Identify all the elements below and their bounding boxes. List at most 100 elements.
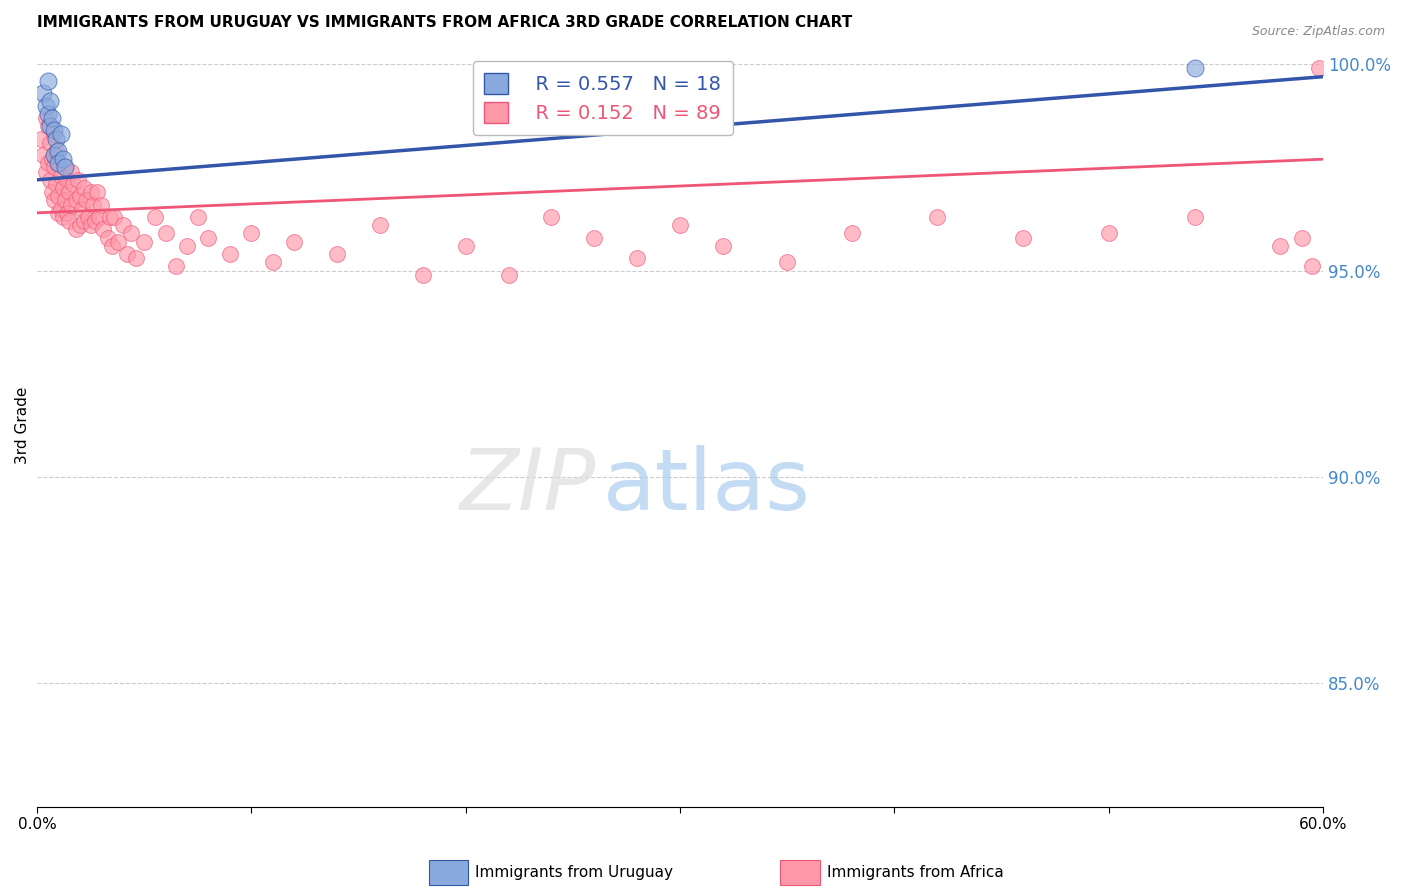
Point bbox=[37, 107, 59, 121]
Point bbox=[52, 210, 75, 224]
Point bbox=[52, 181, 75, 195]
Point bbox=[48, 189, 70, 203]
Point bbox=[48, 156, 70, 170]
Text: Immigrants from Africa: Immigrants from Africa bbox=[827, 865, 1004, 880]
Point bbox=[498, 268, 520, 282]
Point bbox=[37, 74, 59, 88]
Point bbox=[1291, 230, 1313, 244]
Point bbox=[38, 136, 60, 150]
Point bbox=[776, 255, 799, 269]
Point bbox=[583, 230, 606, 244]
Point bbox=[49, 202, 72, 216]
Point bbox=[34, 111, 56, 125]
Point bbox=[34, 98, 56, 112]
Point bbox=[42, 161, 65, 175]
Point bbox=[83, 214, 105, 228]
Point bbox=[97, 230, 120, 244]
Point bbox=[52, 152, 75, 166]
Point bbox=[41, 111, 63, 125]
Point bbox=[30, 131, 52, 145]
Point bbox=[45, 177, 67, 191]
Point bbox=[143, 210, 166, 224]
Point bbox=[65, 194, 87, 208]
Point bbox=[56, 173, 79, 187]
Point bbox=[70, 202, 93, 216]
Point bbox=[77, 210, 100, 224]
Point bbox=[42, 194, 65, 208]
Point bbox=[98, 210, 121, 224]
Point bbox=[165, 260, 187, 274]
Point bbox=[48, 156, 70, 170]
Text: Source: ZipAtlas.com: Source: ZipAtlas.com bbox=[1251, 25, 1385, 38]
Point bbox=[66, 173, 89, 187]
Point bbox=[38, 119, 60, 133]
Point bbox=[540, 65, 562, 79]
Y-axis label: 3rd Grade: 3rd Grade bbox=[15, 386, 30, 464]
Point bbox=[1184, 62, 1206, 76]
Point bbox=[368, 218, 391, 232]
Point bbox=[45, 144, 67, 158]
Point bbox=[1308, 62, 1330, 76]
Point bbox=[1098, 227, 1121, 241]
Legend:   R = 0.557   N = 18,   R = 0.152   N = 89: R = 0.557 N = 18, R = 0.152 N = 89 bbox=[472, 61, 733, 135]
Point bbox=[1301, 260, 1323, 274]
Point bbox=[49, 128, 72, 142]
Point bbox=[82, 197, 104, 211]
Point bbox=[124, 251, 146, 265]
Point bbox=[38, 95, 60, 109]
Point bbox=[58, 214, 80, 228]
Point bbox=[197, 230, 219, 244]
Text: ZIP: ZIP bbox=[460, 445, 596, 528]
Point bbox=[38, 173, 60, 187]
Point bbox=[1270, 239, 1292, 253]
Point bbox=[45, 131, 67, 145]
Point bbox=[41, 185, 63, 199]
Point bbox=[37, 156, 59, 170]
Point bbox=[48, 206, 70, 220]
Point bbox=[841, 227, 863, 241]
Point bbox=[454, 239, 477, 253]
Point bbox=[49, 169, 72, 183]
Point bbox=[60, 197, 83, 211]
Point bbox=[187, 210, 209, 224]
Point bbox=[134, 235, 156, 249]
Point bbox=[65, 222, 87, 236]
Point bbox=[540, 210, 562, 224]
Point bbox=[69, 218, 91, 232]
Point bbox=[626, 251, 648, 265]
Point bbox=[115, 247, 138, 261]
Point bbox=[283, 235, 305, 249]
Point bbox=[626, 74, 648, 88]
Point bbox=[73, 214, 96, 228]
Text: Immigrants from Uruguay: Immigrants from Uruguay bbox=[475, 865, 673, 880]
Point bbox=[32, 148, 55, 162]
Point bbox=[120, 227, 142, 241]
Point bbox=[69, 189, 91, 203]
Point bbox=[79, 185, 101, 199]
Point bbox=[53, 161, 76, 175]
Point bbox=[42, 148, 65, 162]
Point bbox=[58, 185, 80, 199]
Point bbox=[87, 210, 110, 224]
Point bbox=[86, 185, 108, 199]
Point bbox=[53, 161, 76, 175]
Point bbox=[79, 218, 101, 232]
Point bbox=[218, 247, 240, 261]
Point bbox=[48, 144, 70, 158]
Point bbox=[103, 210, 125, 224]
Point bbox=[711, 239, 734, 253]
Point bbox=[927, 210, 949, 224]
Point bbox=[34, 164, 56, 178]
Point bbox=[73, 181, 96, 195]
Point bbox=[60, 164, 83, 178]
Point bbox=[326, 247, 349, 261]
Text: IMMIGRANTS FROM URUGUAY VS IMMIGRANTS FROM AFRICA 3RD GRADE CORRELATION CHART: IMMIGRANTS FROM URUGUAY VS IMMIGRANTS FR… bbox=[37, 15, 852, 30]
Point bbox=[62, 177, 84, 191]
Point bbox=[240, 227, 263, 241]
Point bbox=[42, 128, 65, 142]
Point bbox=[1184, 210, 1206, 224]
Point bbox=[262, 255, 284, 269]
Point bbox=[42, 123, 65, 137]
Point bbox=[176, 239, 198, 253]
Point bbox=[101, 239, 124, 253]
